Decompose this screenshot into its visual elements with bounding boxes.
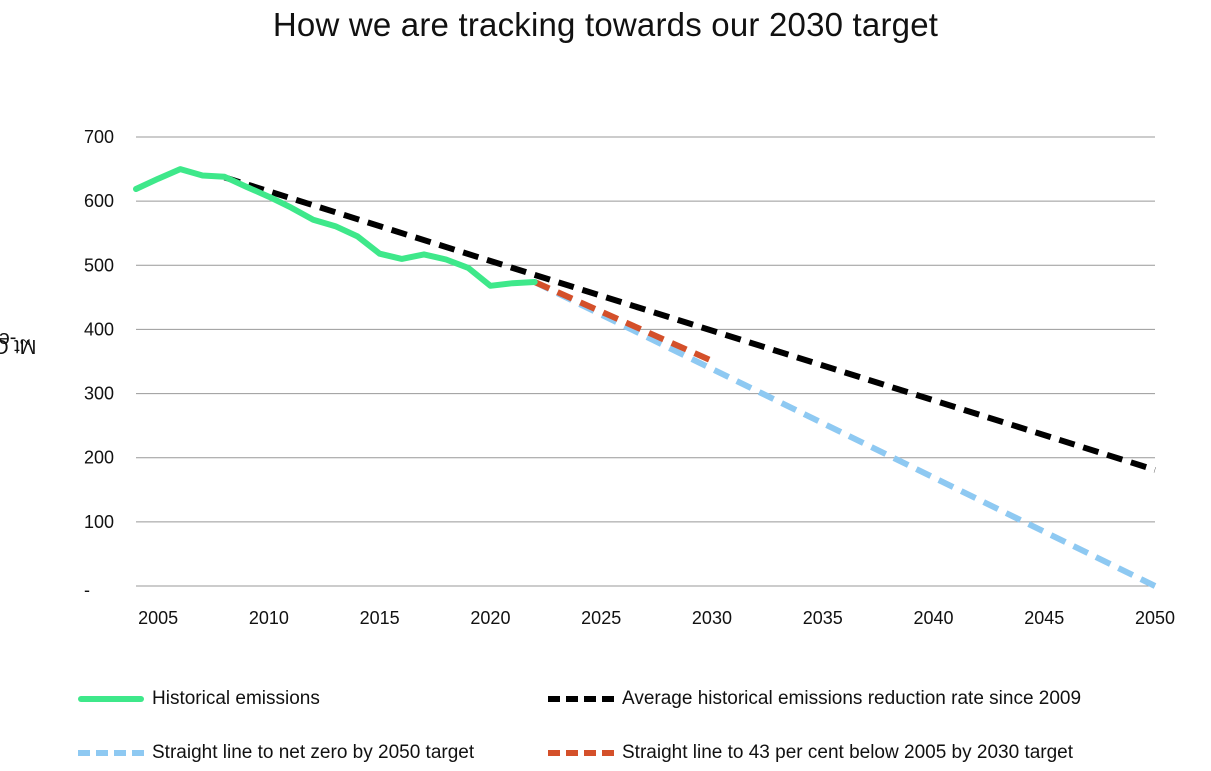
x-tick-label: 2025 [581,608,621,628]
x-tick-label: 2040 [913,608,953,628]
y-tick-label: 100 [84,512,114,532]
x-tick-label: 2030 [692,608,732,628]
legend-label-2030-target: Straight line to 43 per cent below 2005 … [622,742,1074,763]
y-tick-label: 500 [84,255,114,275]
y-tick-label: 400 [84,319,114,339]
chart-title: How we are tracking towards our 2030 tar… [272,6,939,43]
y-tick-label: 300 [84,384,114,404]
legend-label-historical: Historical emissions [152,688,320,709]
legend-item-net-zero: Straight line to net zero by 2050 target [78,742,474,764]
x-tick-label: 2010 [249,608,289,628]
y-tick-label: 600 [84,191,114,211]
y-tick-label: - [84,580,90,600]
y-tick-label: 200 [84,448,114,468]
x-tick-label: 2020 [470,608,510,628]
series-line-historical-emissions [133,166,538,289]
legend-label-net-zero: Straight line to net zero by 2050 target [152,742,475,763]
series-lines [133,166,1157,589]
series-line-average-reduction-rate [223,174,1156,473]
grid-lines [136,136,1155,587]
x-tick-label: 2005 [138,608,178,628]
x-tick-label: 2035 [803,608,843,628]
legend-item-average-rate: Average historical emissions reduction r… [548,688,1081,710]
y-axis-ticks: - 100 200 300 400 500 600 700 [84,127,114,600]
y-tick-label: 700 [84,127,114,147]
series-line-target-2030 [533,279,714,364]
x-tick-label: 2050 [1135,608,1175,628]
legend-swatch-average-rate [548,696,614,702]
legend-swatch-net-zero [78,750,144,756]
legend-swatch-historical [78,696,144,702]
series-line-net-zero-2050 [533,279,1157,589]
legend-item-historical: Historical emissions [78,688,320,710]
x-tick-label: 2045 [1024,608,1064,628]
legend-item-2030-target: Straight line to 43 per cent below 2005 … [548,742,1073,764]
x-tick-label: 2015 [360,608,400,628]
legend-label-average-rate: Average historical emissions reduction r… [622,688,1082,709]
x-axis-ticks: 2005 2010 2015 2020 2025 2030 2035 2040 2045 2050 [138,608,1175,628]
legend-swatch-2030-target [548,750,614,756]
